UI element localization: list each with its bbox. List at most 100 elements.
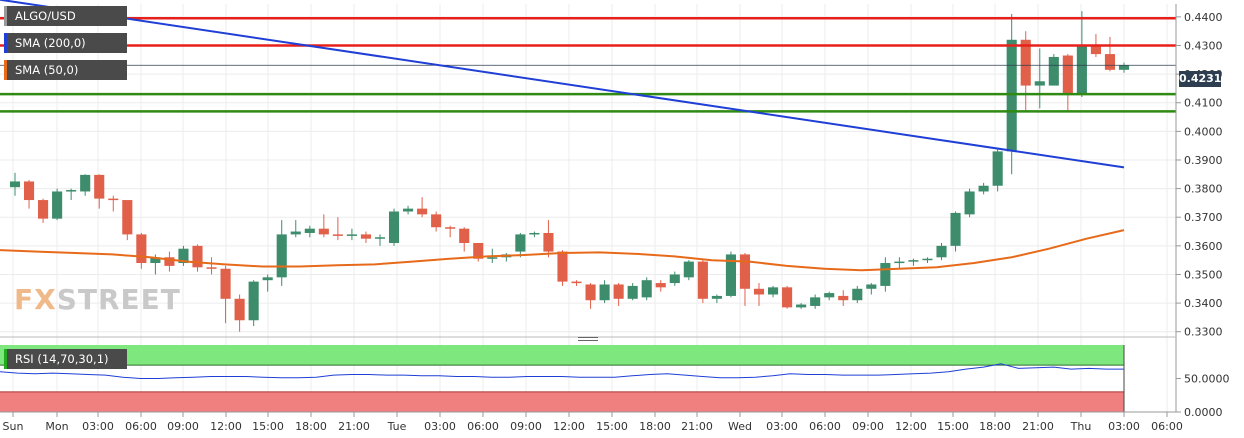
candle [992,148,1003,192]
x-tick-label: 06:00 [125,420,157,433]
candle [655,280,666,292]
candle-body [9,181,21,188]
candle [824,291,835,301]
candle [388,208,400,246]
candle [66,188,77,201]
y-tick-label: 0.4400 [1184,11,1223,24]
candle-body [613,284,624,299]
y-tick-label: 0.3900 [1184,154,1223,167]
candle [613,283,624,306]
candle [641,277,652,301]
candle [220,265,231,324]
candle-body [192,245,203,268]
candle [9,172,21,196]
candle-body [838,295,849,301]
candle-body [178,248,189,264]
candle [1048,54,1059,86]
candle-body [122,200,133,235]
candle-body [782,287,793,308]
legend-sma200[interactable]: SMA (200,0) [4,33,127,53]
rsi-overbought-zone [0,345,1124,366]
candle-body [683,261,694,278]
candle-body [248,281,259,321]
x-axis: Sun Mon 03:00 06:00 09:00 12:00 15:00 18:00 21:0… [0,411,1183,433]
candle [431,211,442,232]
candle [627,283,638,301]
candle-body [164,257,175,266]
x-tick-label: 21:00 [681,420,713,433]
x-tick-label: 18:00 [639,420,671,433]
candle-body [627,285,638,299]
candle [725,251,736,298]
x-tick-label: 12:00 [895,420,927,433]
candle [262,274,273,292]
candle [459,227,470,252]
candle [908,258,919,266]
candle-body [459,228,470,243]
candle-body [908,260,919,262]
candle-body [52,191,63,219]
candle [108,195,119,212]
candle [192,244,203,272]
candle-body [276,234,287,278]
candle-body [866,284,877,289]
fxstreet-logo: FXSTREET [14,283,181,316]
rsi-line [0,363,1124,379]
candle [585,283,596,309]
candle [136,232,147,269]
candle [178,245,189,266]
candle-body [136,234,147,264]
candle-body [978,185,989,192]
y-tick-label: 0.3600 [1184,240,1223,253]
candle [838,290,849,306]
x-tick-label: 18:00 [979,420,1011,433]
candle-body [1062,55,1073,95]
candle-body [38,200,49,219]
candle [711,294,722,304]
candle [669,271,680,286]
candle [529,231,540,238]
candle-body [318,228,329,235]
x-tick-label: 03:00 [1108,420,1140,433]
candle-body [1076,45,1087,95]
candle-body [94,174,105,199]
candle-body [655,283,666,288]
candle-body [234,298,245,321]
candle-body [753,288,765,295]
candle-body [473,242,484,259]
resize-handle[interactable] [578,337,598,341]
legend-rsi[interactable]: RSI (14,70,30,1) [4,349,127,369]
legend-symbol[interactable]: ALGO/USD [4,6,127,26]
x-tick-label: 09:00 [510,420,542,433]
candle [164,251,175,272]
candle-body [431,214,442,228]
candle [964,188,975,218]
candle [978,182,989,195]
candle [880,257,891,292]
candle-body [417,208,428,215]
candle-body [852,288,863,301]
candle-body [206,267,217,269]
candle-body [332,234,343,236]
candle-body [346,234,357,236]
candle-body [824,293,835,298]
candle-body [1118,65,1130,70]
candle [473,242,484,262]
candle [515,232,526,258]
candle [290,220,301,238]
candle [374,234,386,246]
x-tick-label: 15:00 [937,420,969,433]
x-tick-label: 12:00 [553,420,585,433]
rsi-panel[interactable] [0,345,1125,412]
legend-sma50[interactable]: SMA (50,0) [4,60,127,80]
candle [23,180,35,209]
x-tick-label: Mon [45,420,68,433]
price-panel[interactable] [0,0,1176,332]
sma50-line [0,229,1125,272]
candle-body [304,228,315,233]
candle [866,283,877,295]
candle [599,280,610,304]
logo-part-street: STREET [56,283,181,316]
candle-body [262,277,273,281]
